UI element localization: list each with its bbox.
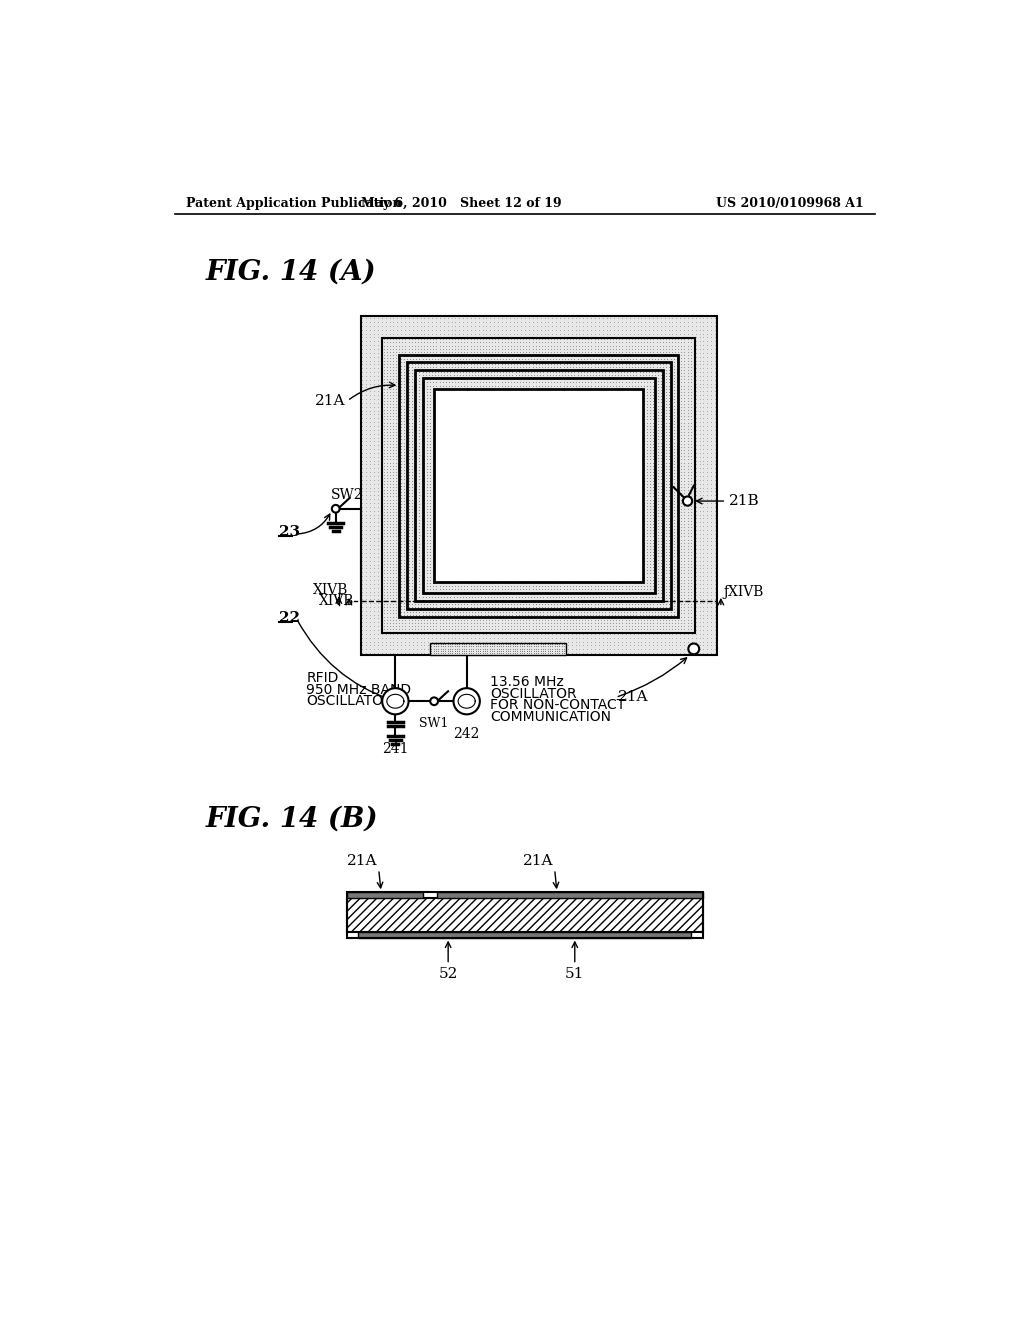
Text: 21A: 21A [314,393,345,408]
Text: 13.56 MHz: 13.56 MHz [489,675,563,689]
Text: 52: 52 [438,966,458,981]
Text: FIG. 14 (A): FIG. 14 (A) [206,259,376,285]
Text: 51: 51 [565,966,585,981]
Bar [382,338,695,634]
Text: RFID: RFID [306,671,339,685]
Circle shape [688,644,699,655]
Text: XIVB: XIVB [318,594,354,609]
Bar [415,370,663,601]
Bar [360,317,717,655]
Text: US 2010/0109968 A1: US 2010/0109968 A1 [717,197,864,210]
Text: FIG. 14 (B): FIG. 14 (B) [206,805,378,832]
Bar [360,317,717,655]
Bar [434,389,643,582]
Bar [399,355,678,616]
Circle shape [683,496,692,506]
Text: XIVB: XIVB [312,583,348,597]
Text: 21A: 21A [617,690,648,705]
Text: 21A: 21A [522,854,553,867]
Text: OSCILLATOR: OSCILLATOR [489,686,577,701]
Circle shape [430,697,438,705]
Text: 23: 23 [280,525,300,539]
Bar [399,355,678,616]
Circle shape [332,504,340,512]
Bar [430,643,566,655]
Text: COMMUNICATION: COMMUNICATION [489,710,611,723]
Text: 22: 22 [280,611,300,626]
Text: OSCILLATOR: OSCILLATOR [306,694,393,709]
Bar [415,370,663,601]
Text: 950 MHz BAND: 950 MHz BAND [306,682,412,697]
Bar [346,898,703,932]
Text: May 6, 2010   Sheet 12 of 19: May 6, 2010 Sheet 12 of 19 [360,197,561,210]
Bar [407,363,671,609]
Bar [382,338,695,634]
Bar [407,363,671,609]
Text: 241: 241 [382,742,409,756]
Text: 21A: 21A [347,854,377,867]
Bar [423,378,655,594]
Text: SW2: SW2 [331,488,364,502]
Text: 21B: 21B [729,494,759,508]
Circle shape [454,688,480,714]
Text: ƒXIVB: ƒXIVB [723,585,764,599]
Text: Patent Application Publication: Patent Application Publication [186,197,401,210]
Text: 242: 242 [454,726,480,741]
Bar [430,643,566,655]
Bar [423,378,655,594]
Bar [358,932,691,937]
Text: SW1: SW1 [420,717,449,730]
Bar [346,892,703,937]
Bar [346,892,423,898]
Text: FOR NON-CONTACT: FOR NON-CONTACT [489,698,626,711]
Bar [437,892,703,898]
Circle shape [382,688,409,714]
